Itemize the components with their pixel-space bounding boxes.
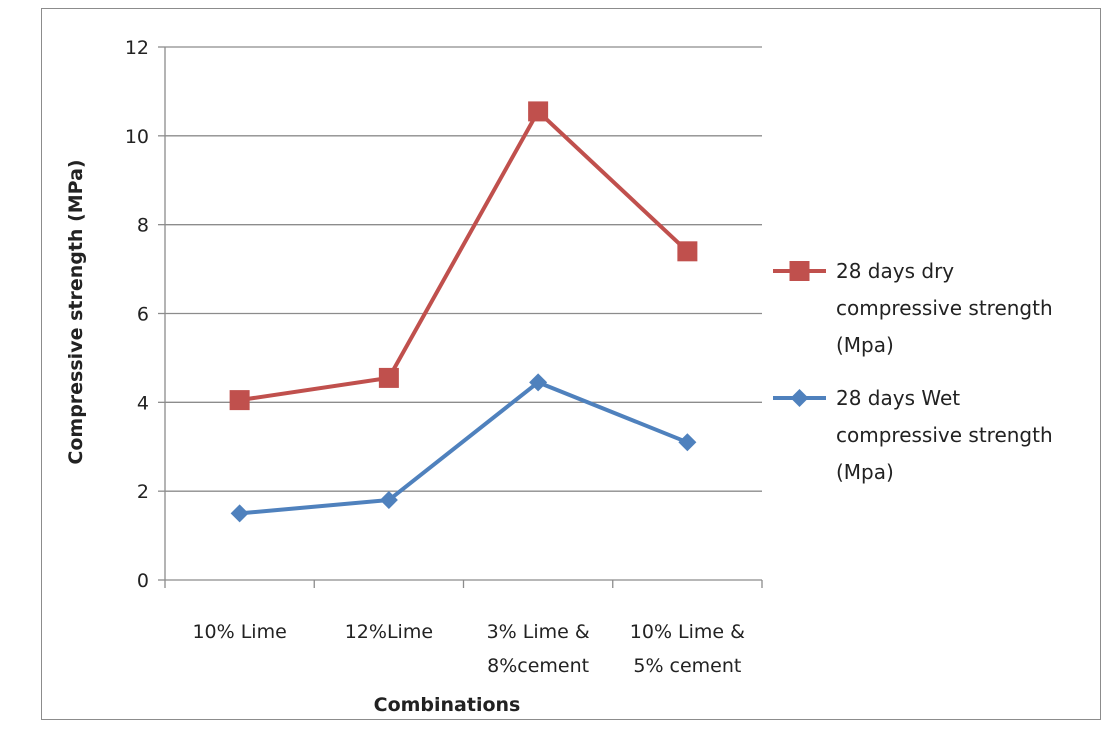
y-tick-label: 6 — [137, 304, 149, 326]
data-point — [528, 101, 549, 122]
legend-marker — [790, 389, 809, 407]
legend-label-line: (Mpa) — [836, 333, 894, 357]
series-layer — [229, 101, 698, 523]
data-point — [229, 390, 250, 411]
legend-label: 28 days dry compressive strength (Mpa) — [836, 259, 1053, 357]
legend-marker — [789, 261, 810, 281]
y-tick-label: 4 — [137, 392, 149, 414]
legend-label-line: compressive strength — [836, 296, 1053, 320]
y-tick-label: 10 — [125, 126, 149, 148]
data-point — [529, 373, 548, 392]
y-tick-labels: 0 2 4 6 8 10 12 — [125, 37, 149, 592]
data-point — [230, 504, 249, 523]
series-dry — [229, 101, 698, 411]
x-tick-label: 12%Lime — [345, 621, 433, 643]
x-tick-label-line: 10% Lime — [192, 621, 286, 643]
legend: 28 days dry compressive strength (Mpa)28 d… — [773, 259, 1053, 484]
x-tick-labels: 10% Lime 12%Lime 3% Lime & 8%cement 10% Lime… — [192, 621, 745, 677]
gridlines — [165, 46, 762, 492]
data-point — [378, 367, 399, 388]
series-line — [239, 109, 689, 403]
legend-label-line: compressive strength — [836, 423, 1053, 447]
legend-label-line: (Mpa) — [836, 460, 894, 484]
chart-frame — [41, 8, 1101, 720]
legend-label-line: 28 days Wet — [836, 386, 960, 410]
x-tick-label-line: 8%cement — [487, 655, 589, 677]
y-tick-label: 0 — [137, 570, 149, 592]
x-tick-label: 10% Lime & 5% cement — [630, 621, 745, 677]
legend-item: 28 days dry compressive strength (Mpa) — [773, 259, 1053, 357]
axes — [158, 46, 763, 588]
data-point — [379, 491, 398, 510]
x-tick-label-line: 12%Lime — [345, 621, 433, 643]
legend-label: 28 days Wet compressive strength (Mpa) — [836, 386, 1053, 484]
legend-label-line: 28 days dry — [836, 259, 954, 283]
y-tick-label: 8 — [137, 215, 149, 237]
y-axis-title: Compressive strength (MPa) — [65, 159, 87, 464]
x-tick-label-line: 10% Lime & — [630, 621, 745, 643]
series-line — [239, 380, 689, 516]
y-tick-label: 2 — [137, 481, 149, 503]
x-tick-label-line: 5% cement — [633, 655, 741, 677]
x-axis-title: Combinations — [374, 694, 521, 716]
data-point — [677, 241, 698, 262]
legend-item: 28 days Wet compressive strength (Mpa) — [773, 386, 1053, 484]
x-tick-label: 10% Lime — [192, 621, 286, 643]
y-tick-label: 12 — [125, 37, 149, 59]
x-tick-label-line: 3% Lime & — [487, 621, 590, 643]
x-tick-label: 3% Lime & 8%cement — [487, 621, 590, 677]
series-wet — [230, 373, 697, 523]
data-point — [678, 433, 697, 452]
